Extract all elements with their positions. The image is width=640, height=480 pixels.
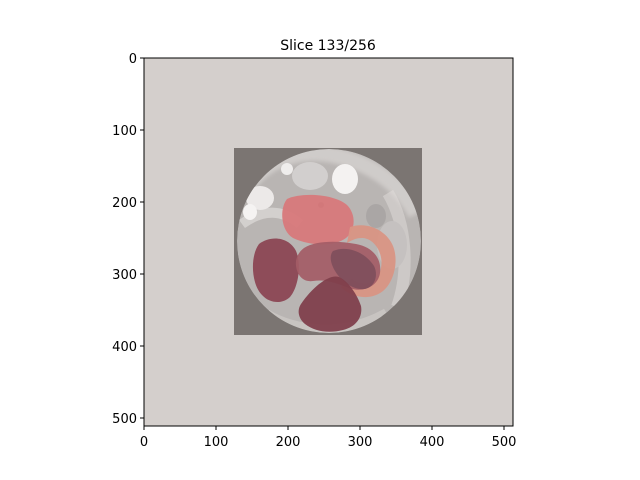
segment-upper-region (282, 194, 354, 245)
plot-area (143, 57, 514, 427)
y-tick-label: 400 (112, 340, 137, 355)
y-axis: 0 100 200 300 400 500 (112, 52, 144, 427)
y-tick-label: 200 (112, 196, 137, 211)
x-axis: 0 100 200 300 400 500 (140, 426, 517, 450)
x-tick-label: 0 (140, 435, 148, 450)
plot-title: Slice 133/256 (280, 38, 376, 54)
x-tick-label: 100 (204, 435, 229, 450)
segment-lower-region (298, 276, 362, 332)
y-tick-label: 0 (129, 52, 137, 67)
x-tick-label: 500 (492, 435, 517, 450)
segmentation-overlay (252, 194, 396, 332)
x-tick-label: 400 (420, 435, 445, 450)
y-tick-label: 300 (112, 268, 137, 283)
axes-frame (143, 57, 514, 427)
y-tick-label: 100 (112, 124, 137, 139)
segment-left-region (252, 238, 299, 303)
x-tick-label: 300 (348, 435, 373, 450)
x-tick-label: 200 (276, 435, 301, 450)
y-tick-label: 500 (112, 412, 137, 427)
segment-right-region (341, 225, 396, 298)
